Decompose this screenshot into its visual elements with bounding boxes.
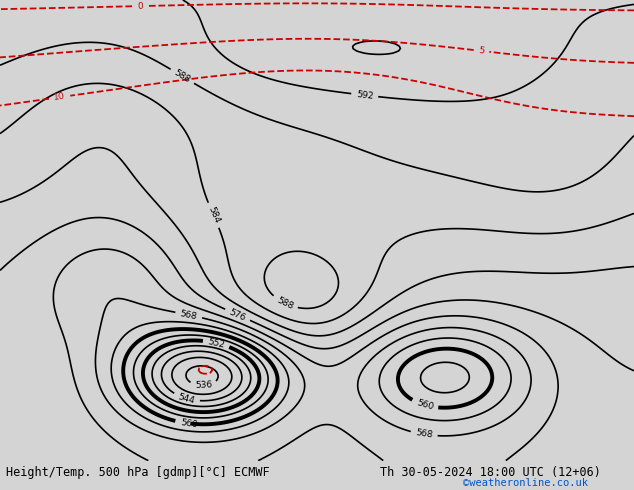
Text: 588: 588 [275, 295, 295, 311]
Text: Height/Temp. 500 hPa [gdmp][°C] ECMWF: Height/Temp. 500 hPa [gdmp][°C] ECMWF [6, 466, 270, 479]
Text: 560: 560 [415, 398, 434, 412]
Text: ©weatheronline.co.uk: ©weatheronline.co.uk [463, 478, 588, 488]
Text: 568: 568 [415, 429, 433, 440]
Text: 552: 552 [207, 337, 226, 349]
Text: 10: 10 [53, 92, 66, 102]
Text: Th 30-05-2024 18:00 UTC (12+06): Th 30-05-2024 18:00 UTC (12+06) [380, 466, 601, 479]
Text: 588: 588 [172, 68, 192, 85]
Text: 536: 536 [195, 381, 212, 391]
Text: 5: 5 [478, 46, 485, 56]
Text: 584: 584 [206, 206, 221, 225]
Text: 576: 576 [228, 307, 247, 322]
Text: 544: 544 [177, 392, 196, 405]
Text: 0: 0 [137, 1, 143, 11]
Text: 592: 592 [356, 90, 373, 100]
Text: 560: 560 [179, 417, 198, 429]
Text: 568: 568 [179, 309, 198, 321]
